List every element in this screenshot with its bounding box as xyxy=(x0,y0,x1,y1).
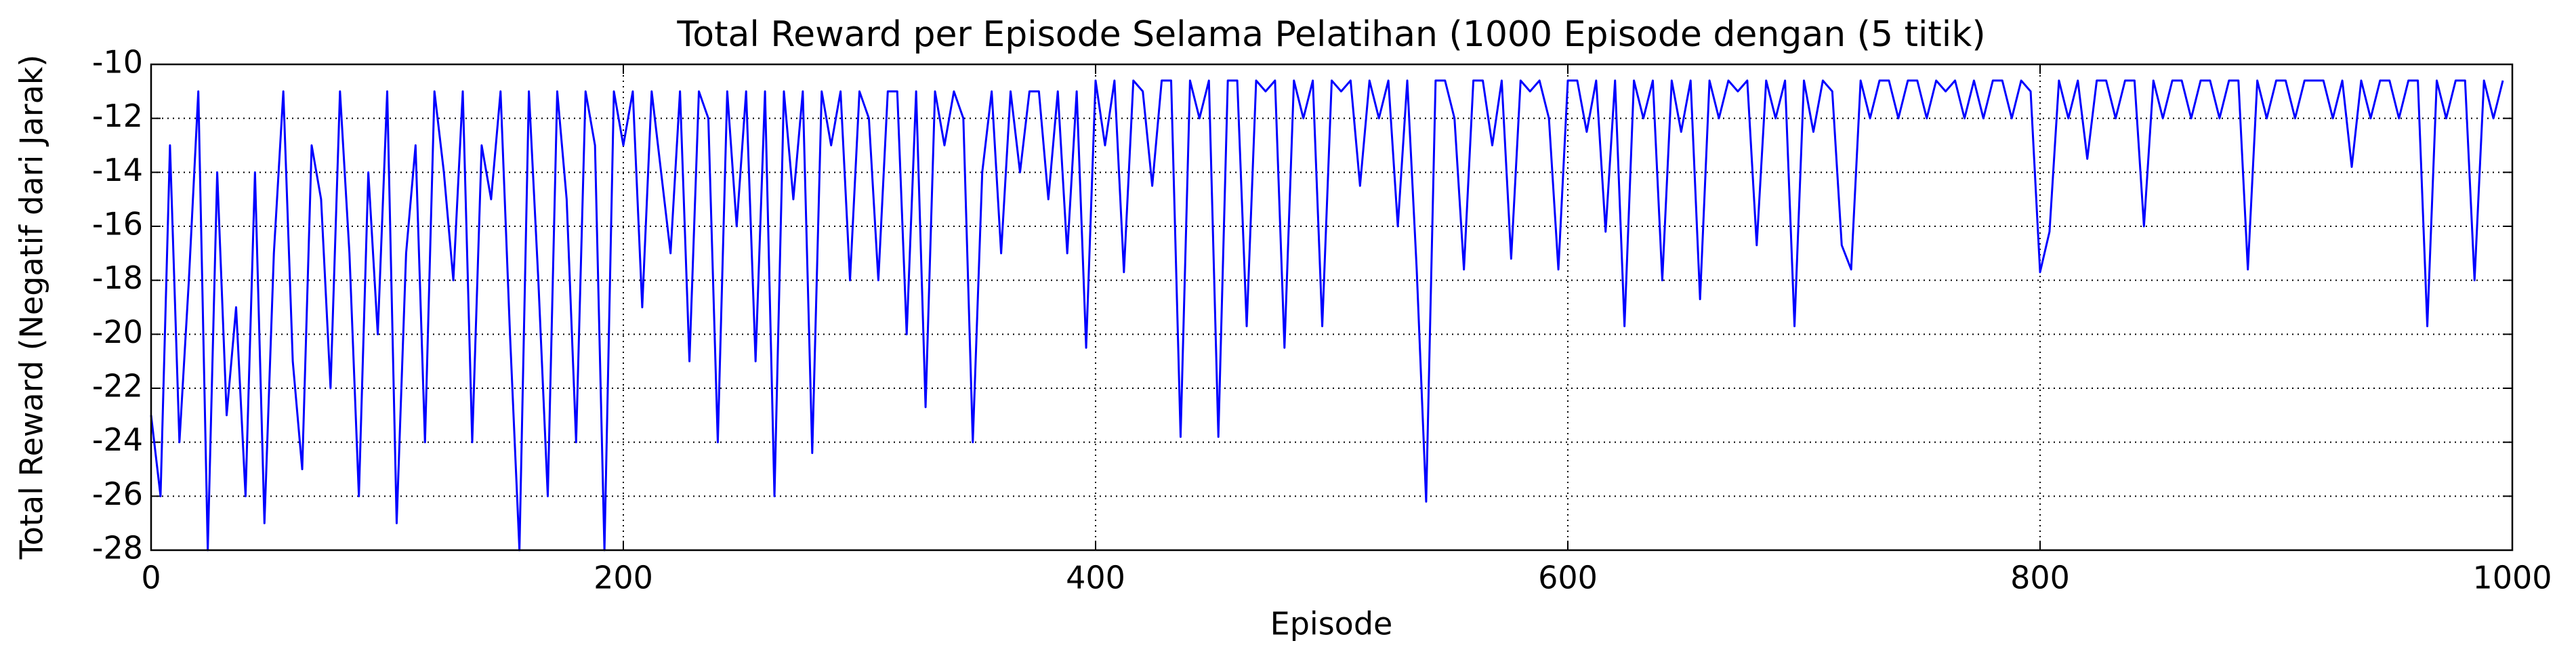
y-tick-label: -20 xyxy=(92,314,143,350)
y-tick-label: -28 xyxy=(92,530,143,566)
x-tick-label: 200 xyxy=(594,560,653,596)
x-tick-label: 800 xyxy=(2010,560,2070,596)
y-tick-label: -24 xyxy=(92,421,143,458)
x-axis-label: Episode xyxy=(1270,606,1393,642)
y-tick-label: -26 xyxy=(92,476,143,512)
x-tick-label: 400 xyxy=(1066,560,1125,596)
y-tick-label: -16 xyxy=(92,206,143,243)
y-tick-label: -10 xyxy=(92,44,143,81)
y-tick-label: -12 xyxy=(92,98,143,134)
y-tick-label: -18 xyxy=(92,260,143,296)
x-tick-label: 1000 xyxy=(2472,560,2552,596)
plot-frame xyxy=(150,63,2514,552)
y-tick-label: -22 xyxy=(92,368,143,404)
x-tick-label: 0 xyxy=(141,560,161,596)
data-line xyxy=(150,79,2504,552)
y-tick-label: -14 xyxy=(92,152,143,188)
y-axis-label: Total Reward (Negatif dari Jarak) xyxy=(14,55,50,560)
x-tick-label: 600 xyxy=(1538,560,1598,596)
chart-title: Total Reward per Episode Selama Pelatiha… xyxy=(676,14,1985,55)
